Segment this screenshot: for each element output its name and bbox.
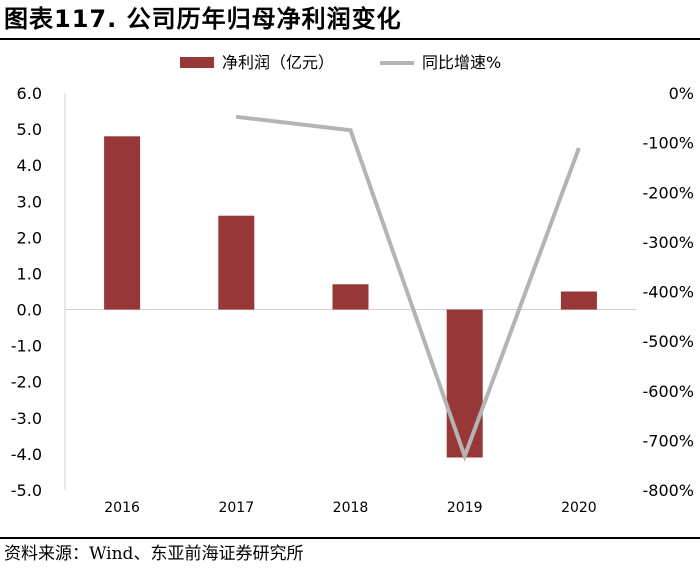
y-left-tick-label: -1.0 — [11, 337, 42, 356]
x-tick-label: 2017 — [218, 500, 254, 516]
y-left-tick-label: -4.0 — [11, 445, 42, 464]
bar-series — [104, 136, 597, 458]
y-left-tick-label: 5.0 — [17, 120, 42, 139]
growth-point-2017 — [235, 116, 237, 118]
source-note: 资料来源：Wind、东亚前海证券研究所 — [4, 544, 304, 564]
y-right-tick-label: -100% — [642, 134, 694, 153]
bar-2018 — [332, 284, 369, 310]
y-left-tick-label: -5.0 — [11, 481, 42, 500]
y-axis-right: 0% -100% -200% -300% -400% -500% -600% -700% -80… — [642, 84, 694, 500]
y-right-tick-label: 0% — [669, 84, 694, 103]
title-rule — [0, 38, 700, 40]
y-axis-left: 6.0 5.0 4.0 3.0 2.0 1.0 0.0 -1.0 -2.0 -3.0 -4.0 -5.… — [11, 84, 42, 500]
y-left-tick-label: 4.0 — [17, 156, 42, 175]
y-left-tick-label: -3.0 — [11, 409, 42, 428]
legend-bar-swatch — [180, 57, 214, 68]
y-left-tick-label: 3.0 — [17, 192, 42, 211]
x-tick-label: 2018 — [333, 500, 369, 516]
growth-line — [236, 114, 581, 463]
growth-point-2018 — [350, 129, 351, 131]
bar-2017 — [218, 215, 255, 310]
bar-2016 — [104, 136, 141, 310]
y-right-tick-label: -200% — [642, 183, 694, 202]
y-right-tick-label: -700% — [642, 431, 694, 450]
y-left-tick-label: -2.0 — [11, 373, 42, 392]
y-right-tick-label: -500% — [642, 332, 694, 351]
growth-point-2020 — [578, 147, 580, 149]
y-left-tick-label: 2.0 — [17, 228, 42, 247]
y-left-tick-label: 1.0 — [17, 264, 42, 283]
y-right-tick-label: -800% — [642, 481, 694, 500]
figure-title: 图表117. 公司历年归母净利润变化 — [4, 5, 402, 33]
y-left-tick-label: 6.0 — [17, 84, 42, 103]
legend-bar-label: 净利润（亿元） — [222, 53, 334, 72]
y-right-tick-label: -400% — [642, 283, 694, 302]
x-tick-label: 2019 — [447, 500, 483, 516]
line-series — [235, 114, 581, 463]
x-axis: 2016 2017 2018 2019 2020 — [104, 500, 596, 516]
growth-point-2019 — [464, 455, 466, 457]
legend-line-label: 同比增速% — [422, 53, 501, 72]
y-left-tick-label: 0.0 — [17, 301, 42, 320]
x-tick-label: 2016 — [104, 500, 140, 516]
footer-rule — [0, 537, 700, 539]
bar-2020 — [560, 291, 597, 310]
x-tick-label: 2020 — [561, 500, 597, 516]
bar-2019 — [446, 309, 483, 458]
legend: 净利润（亿元） 同比增速% — [180, 53, 501, 72]
y-right-tick-label: -300% — [642, 233, 694, 252]
chart: 净利润（亿元） 同比增速% 6.0 5.0 4.0 3.0 2.0 1.0 0.0 -1.0 -… — [11, 53, 694, 516]
y-right-tick-label: -600% — [642, 382, 694, 401]
